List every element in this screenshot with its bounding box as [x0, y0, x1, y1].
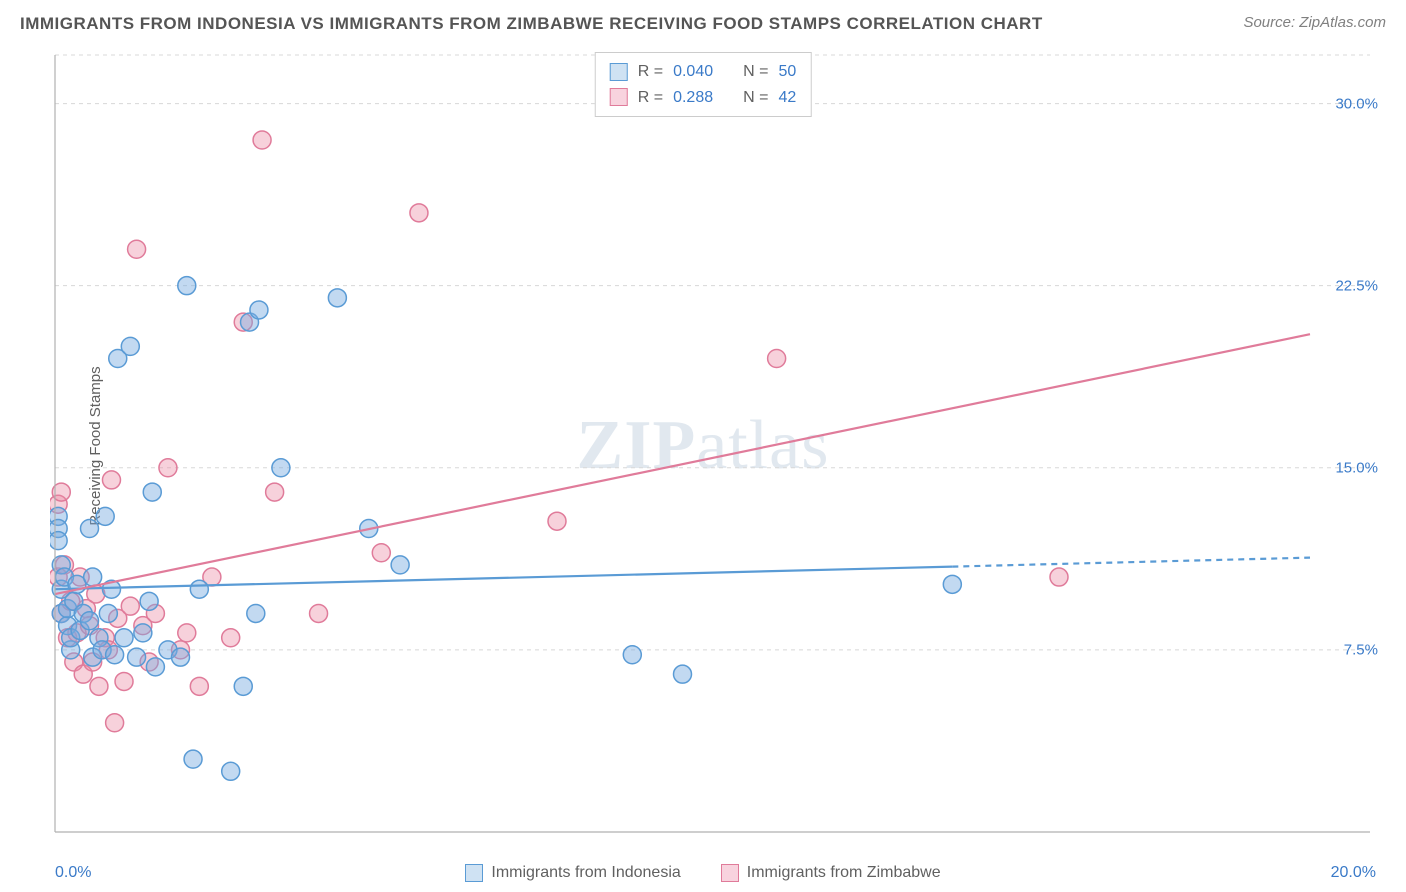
y-axis-tick: 7.5%: [1344, 641, 1378, 658]
r-value-indonesia: 0.040: [673, 59, 713, 85]
n-prefix: N =: [743, 59, 768, 85]
source-attribution: Source: ZipAtlas.com: [1243, 14, 1386, 31]
stats-legend-row-1: R = 0.040 N = 50: [610, 59, 797, 85]
stats-legend: R = 0.040 N = 50 R = 0.288 N = 42: [595, 52, 812, 117]
scatter-chart: [50, 50, 1376, 852]
n-value-zimbabwe: 42: [778, 85, 796, 111]
y-axis-tick: 30.0%: [1335, 95, 1378, 112]
stats-legend-row-2: R = 0.288 N = 42: [610, 85, 797, 111]
legend-swatch-zimbabwe: [610, 88, 628, 106]
r-prefix: R =: [638, 59, 663, 85]
legend-item-indonesia: Immigrants from Indonesia: [465, 864, 680, 882]
legend-label-zimbabwe: Immigrants from Zimbabwe: [747, 864, 941, 882]
r-value-zimbabwe: 0.288: [673, 85, 713, 111]
y-axis-tick: 15.0%: [1335, 459, 1378, 476]
r-prefix: R =: [638, 85, 663, 111]
legend-swatch-zimbabwe-icon: [721, 864, 739, 882]
legend-swatch-indonesia-icon: [465, 864, 483, 882]
bottom-legend: Immigrants from Indonesia Immigrants fro…: [0, 864, 1406, 882]
n-value-indonesia: 50: [778, 59, 796, 85]
legend-item-zimbabwe: Immigrants from Zimbabwe: [721, 864, 941, 882]
legend-label-indonesia: Immigrants from Indonesia: [491, 864, 680, 882]
n-prefix: N =: [743, 85, 768, 111]
y-axis-tick: 22.5%: [1335, 277, 1378, 294]
legend-swatch-indonesia: [610, 63, 628, 81]
chart-title: IMMIGRANTS FROM INDONESIA VS IMMIGRANTS …: [20, 14, 1043, 34]
